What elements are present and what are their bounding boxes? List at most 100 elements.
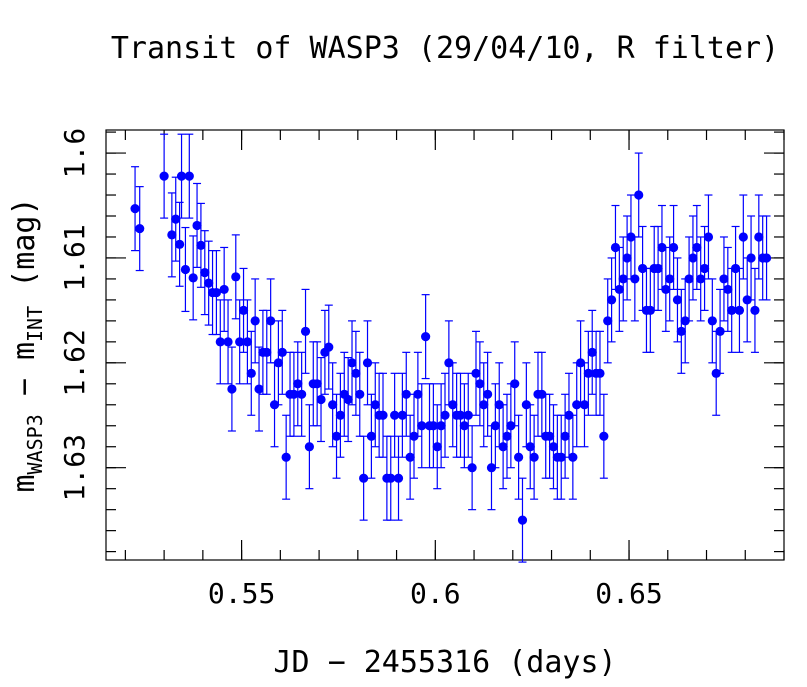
data-point — [370, 400, 380, 410]
data-point — [351, 368, 361, 378]
data-point — [312, 379, 322, 389]
data-point — [688, 253, 698, 263]
data-point — [393, 473, 404, 483]
data-point — [238, 305, 249, 315]
data-point — [727, 305, 737, 315]
data-point — [645, 305, 655, 315]
data-point — [738, 232, 748, 242]
data-point — [630, 274, 640, 284]
chart-title: Transit of WASP3 (29/04/10, R filter) — [111, 31, 779, 66]
y-label-unit: (mag) — [7, 197, 42, 305]
data-point — [366, 431, 376, 441]
data-point — [719, 274, 729, 284]
y-label-m2: m — [7, 342, 42, 360]
data-point — [618, 274, 628, 284]
y-tick-label: 1.61 — [58, 224, 91, 291]
data-point — [231, 272, 241, 282]
data-point — [413, 389, 423, 399]
error-bars — [131, 133, 771, 563]
data-point — [479, 400, 489, 410]
data-point — [599, 431, 609, 441]
data-point — [715, 326, 725, 336]
data-point — [266, 316, 276, 326]
data-point — [175, 239, 185, 249]
data-points — [130, 171, 772, 525]
data-point — [188, 273, 198, 283]
data-point — [359, 473, 369, 483]
data-point — [211, 287, 222, 298]
data-point — [246, 368, 256, 378]
data-point — [750, 305, 760, 315]
data-point — [328, 400, 338, 410]
data-point — [653, 263, 663, 274]
data-point — [269, 400, 280, 410]
data-point — [293, 379, 303, 389]
data-point — [204, 278, 214, 288]
data-point — [703, 232, 714, 242]
data-point — [587, 347, 597, 357]
data-point — [440, 410, 450, 420]
data-point — [405, 452, 415, 462]
data-point — [444, 358, 454, 368]
data-point — [324, 342, 334, 352]
data-point — [223, 337, 233, 347]
data-point — [347, 358, 357, 368]
data-point — [180, 264, 191, 275]
data-point — [355, 389, 365, 399]
data-point — [754, 232, 764, 242]
x-tick-labels: 0.55 0.6 0.65 — [208, 577, 663, 610]
y-label-minus: − — [7, 360, 42, 414]
data-point — [657, 242, 667, 253]
x-tick-label: 0.6 — [410, 577, 461, 610]
data-point — [281, 452, 291, 462]
data-point — [331, 431, 342, 441]
data-point — [637, 263, 648, 274]
data-point — [300, 326, 311, 336]
data-point — [455, 410, 466, 420]
data-point — [707, 316, 717, 326]
data-point — [428, 421, 438, 431]
data-point — [696, 274, 706, 284]
data-point — [417, 421, 427, 431]
data-point — [684, 274, 694, 284]
data-point — [297, 389, 307, 399]
data-point — [159, 171, 169, 181]
data-point — [579, 400, 590, 410]
data-point — [432, 442, 442, 452]
data-point — [665, 274, 675, 284]
data-point — [171, 214, 181, 224]
y-tick-label: 1.62 — [58, 329, 91, 396]
data-point — [572, 400, 582, 410]
data-point — [626, 232, 636, 242]
data-point — [556, 452, 566, 462]
data-point — [514, 452, 524, 462]
data-point — [723, 284, 733, 295]
data-point — [560, 431, 570, 441]
data-point — [273, 358, 284, 368]
data-point — [421, 332, 431, 342]
plot-frame — [105, 129, 785, 561]
data-point — [603, 316, 613, 326]
data-point — [386, 473, 396, 483]
data-point — [277, 347, 287, 357]
data-point — [730, 263, 741, 274]
data-point — [316, 394, 326, 405]
data-point — [459, 421, 469, 431]
data-point — [614, 284, 624, 295]
y-axis-label: mWASP3 − mINT (mag) — [7, 197, 47, 492]
data-point — [692, 242, 702, 253]
data-point — [397, 410, 407, 420]
data-point — [448, 400, 458, 410]
data-point — [525, 442, 535, 452]
data-point — [250, 316, 260, 326]
data-point — [343, 394, 353, 405]
y-label-sub2: INT — [23, 306, 47, 342]
data-point — [176, 171, 187, 181]
x-tick-label: 0.65 — [595, 577, 662, 610]
data-point — [219, 284, 229, 295]
data-point — [200, 268, 210, 278]
data-point — [672, 295, 683, 305]
data-point — [564, 410, 574, 420]
data-point — [634, 190, 644, 200]
